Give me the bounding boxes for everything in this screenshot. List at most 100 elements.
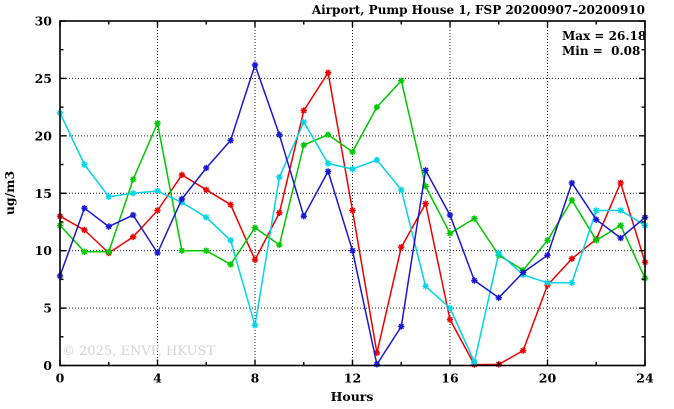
series-green-marker	[300, 141, 307, 149]
series-red-marker	[617, 179, 624, 187]
series-blue-marker	[373, 361, 381, 368]
series-red-marker	[324, 69, 332, 76]
series-cyan-marker	[251, 322, 259, 329]
series-cyan-marker	[178, 199, 186, 206]
series-red-marker	[398, 244, 405, 251]
x-tick-label: 0	[56, 371, 65, 386]
series-red-line	[59, 71, 646, 366]
series-red-marker	[568, 255, 576, 262]
series-green-marker	[617, 222, 624, 229]
series-cyan-marker	[81, 161, 88, 168]
series-green-marker	[154, 120, 161, 127]
y-tick-label: 10	[35, 243, 53, 258]
y-tick-label: 25	[35, 71, 52, 86]
series-red-marker	[154, 207, 161, 214]
series-blue-marker	[495, 294, 502, 301]
series-red-marker	[349, 207, 356, 214]
series-green-marker	[251, 224, 259, 231]
series-blue-marker	[178, 195, 186, 203]
series-cyan-marker	[300, 118, 307, 126]
min-value-label: Min = 0.08	[562, 44, 640, 58]
series-green-marker	[105, 248, 112, 256]
series-green-marker	[81, 248, 88, 256]
tick-layer	[59, 20, 646, 367]
series-red-marker	[203, 186, 210, 194]
series-green-marker	[129, 176, 137, 183]
series-red-marker	[519, 347, 527, 354]
series-cyan-marker	[227, 237, 234, 244]
series-cyan-marker	[373, 156, 381, 164]
series-blue-marker	[568, 179, 576, 187]
series-blue-marker	[349, 247, 356, 254]
x-tick-label: 12	[344, 371, 361, 386]
series-green-marker	[398, 77, 405, 84]
series-green-marker	[373, 103, 381, 111]
y-tick-label: 20	[35, 128, 53, 143]
series-red-marker	[276, 209, 283, 216]
x-tick-label: 16	[441, 371, 459, 386]
series-green-marker	[276, 241, 283, 249]
y-axis-label: ug/m3	[2, 171, 17, 215]
series-green-marker	[568, 196, 576, 204]
y-tick-label: 0	[43, 358, 52, 373]
series-cyan-marker	[276, 173, 283, 181]
series-blue-marker	[446, 211, 454, 219]
series-blue-marker	[203, 164, 210, 172]
series-blue-marker	[154, 249, 161, 257]
series-blue-marker	[593, 216, 600, 223]
series-blue-marker	[81, 204, 88, 212]
series-green-marker	[422, 183, 429, 190]
series-blue-marker	[422, 167, 429, 174]
copyright-watermark: © 2025, ENVF, HKUST	[62, 344, 215, 359]
y-tick-label: 15	[35, 186, 52, 201]
x-tick-label: 20	[539, 371, 557, 386]
series-blue-marker	[617, 234, 624, 242]
series-green-marker	[471, 215, 478, 222]
series-blue-marker	[105, 223, 112, 230]
series-green-marker	[203, 247, 210, 254]
series-green-marker	[593, 237, 600, 244]
series-green-marker	[178, 247, 186, 254]
series-blue-marker	[129, 211, 137, 219]
series-blue-marker	[398, 323, 405, 330]
series-cyan	[56, 109, 649, 366]
x-tick-label: 8	[251, 371, 260, 386]
series-blue-marker	[227, 137, 234, 144]
series-blue-marker	[324, 168, 332, 175]
series-cyan-marker	[203, 214, 210, 221]
series-blue-marker	[300, 213, 307, 220]
series-cyan-marker	[154, 187, 161, 195]
chart-title: Airport, Pump House 1, FSP 20200907–2020…	[311, 3, 645, 17]
series-red-marker	[422, 200, 429, 207]
series-blue-marker	[544, 252, 551, 259]
series-cyan-marker	[593, 207, 600, 214]
series-red-marker	[129, 233, 137, 241]
series-cyan-marker	[349, 165, 356, 173]
max-value-label: Max = 26.18	[562, 29, 646, 43]
series-red-marker	[81, 226, 88, 234]
series-red-marker	[178, 171, 186, 179]
series-blue-marker	[519, 269, 527, 276]
series-cyan-marker	[398, 186, 405, 194]
x-tick-label: 24	[636, 371, 654, 386]
series-cyan-marker	[446, 304, 454, 312]
grid-layer	[60, 21, 645, 366]
series-cyan-marker	[495, 249, 502, 257]
y-tick-label: 5	[43, 301, 52, 316]
tick-label-layer: 0 5 10 15 20 25 30 0 4 8 12 16 20 24	[35, 14, 654, 386]
series-red-marker	[300, 107, 307, 114]
series-cyan-marker	[568, 279, 576, 287]
series-blue-marker	[251, 61, 259, 69]
series-cyan-marker	[422, 283, 429, 290]
series-green-marker	[544, 237, 551, 244]
series-green-marker	[227, 261, 234, 268]
series-cyan-marker	[544, 279, 551, 287]
series-cyan-marker	[617, 207, 624, 214]
y-tick-label: 30	[35, 14, 53, 29]
series-cyan-marker	[105, 193, 112, 200]
series-cyan-marker	[471, 358, 478, 366]
series-blue-marker	[276, 131, 283, 138]
series-red-marker	[251, 256, 259, 264]
